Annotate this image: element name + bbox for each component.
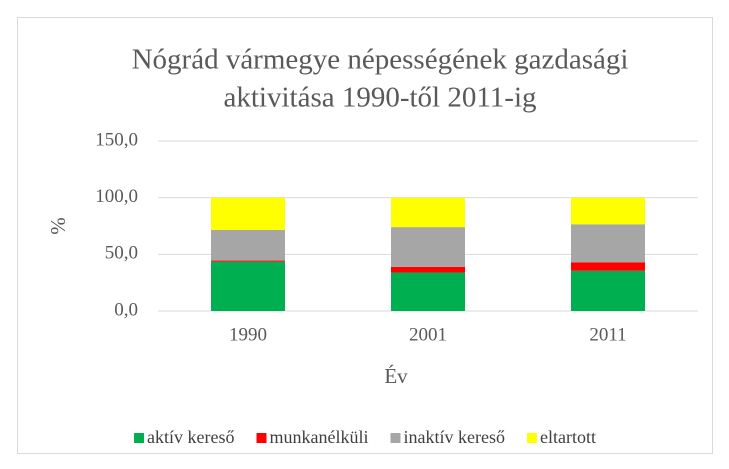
x-tick-label: 2011 [589,324,626,345]
x-axis-title: Év [384,364,408,388]
legend-label: eltartott [540,427,596,447]
bar-segment [391,266,465,273]
legend-swatch [134,433,145,443]
legend-label: munkanélküli [270,427,369,447]
bar-segment [211,260,285,262]
y-tick-label: 150,0 [95,129,138,150]
x-tick-label: 1990 [229,324,267,345]
legend-swatch [256,433,267,443]
bar-segment [391,227,465,267]
bar-segment [391,272,465,311]
legend-label: aktív kereső [147,427,234,447]
legend-swatch [390,433,401,443]
bar-segment [391,197,465,228]
bar-segment [211,197,285,230]
y-axis-title: % [46,217,70,235]
bar-segment [571,262,645,271]
y-tick-label: 0,0 [114,299,138,320]
bar-segment [571,224,645,263]
legend-label: inaktív kereső [403,427,504,447]
chart-title: aktivitása 1990-től 2011-ig [223,82,536,114]
y-tick-label: 50,0 [105,243,138,264]
bar-segment [571,197,645,225]
bar-segment [571,270,645,311]
x-tick-label: 2001 [409,324,447,345]
bar-segment [211,261,285,311]
y-tick-label: 100,0 [95,186,138,207]
bar-segment [211,229,285,261]
chart-title: Nógrád vármegye népességének gazdasági [132,44,629,76]
legend-swatch [526,433,537,443]
